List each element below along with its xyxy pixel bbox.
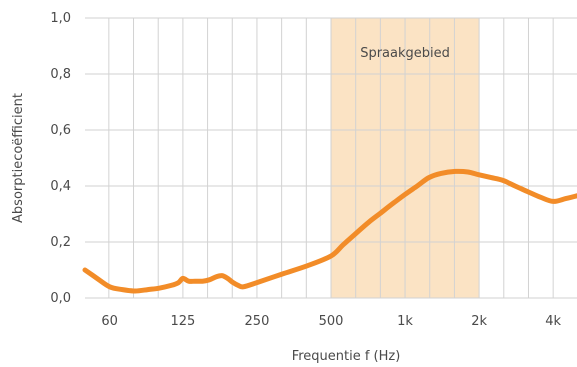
- x-tick-label: 125: [170, 314, 195, 329]
- x-tick-label: 500: [319, 314, 344, 329]
- x-tick-label: 250: [245, 314, 270, 329]
- x-tick-label: 60: [101, 314, 118, 329]
- y-axis-label: Absorptiecoëfficient: [11, 93, 26, 223]
- y-tick-label: 1,0: [50, 11, 71, 26]
- x-tick-label: 4k: [545, 314, 561, 329]
- grid: [85, 17, 577, 299]
- x-tick-label: 1k: [397, 314, 413, 329]
- y-tick-label: 0,8: [50, 67, 71, 82]
- x-tick-label: 2k: [471, 314, 487, 329]
- y-tick-label: 0,6: [50, 123, 71, 138]
- speech-band-label: Spraakgebied: [360, 46, 450, 61]
- series-layer: [82, 168, 577, 294]
- y-tick-label: 0,4: [50, 179, 71, 194]
- x-axis-label: Frequentie f (Hz): [292, 349, 401, 364]
- y-tick-label: 0,0: [50, 291, 71, 306]
- tick-labels: 0,0 0,2 0,4 0,6 0,8 1,0 60 125 250 500 1k 2k 4k: [50, 11, 561, 329]
- y-tick-label: 0,2: [50, 235, 71, 250]
- absorption-curve: [82, 168, 577, 294]
